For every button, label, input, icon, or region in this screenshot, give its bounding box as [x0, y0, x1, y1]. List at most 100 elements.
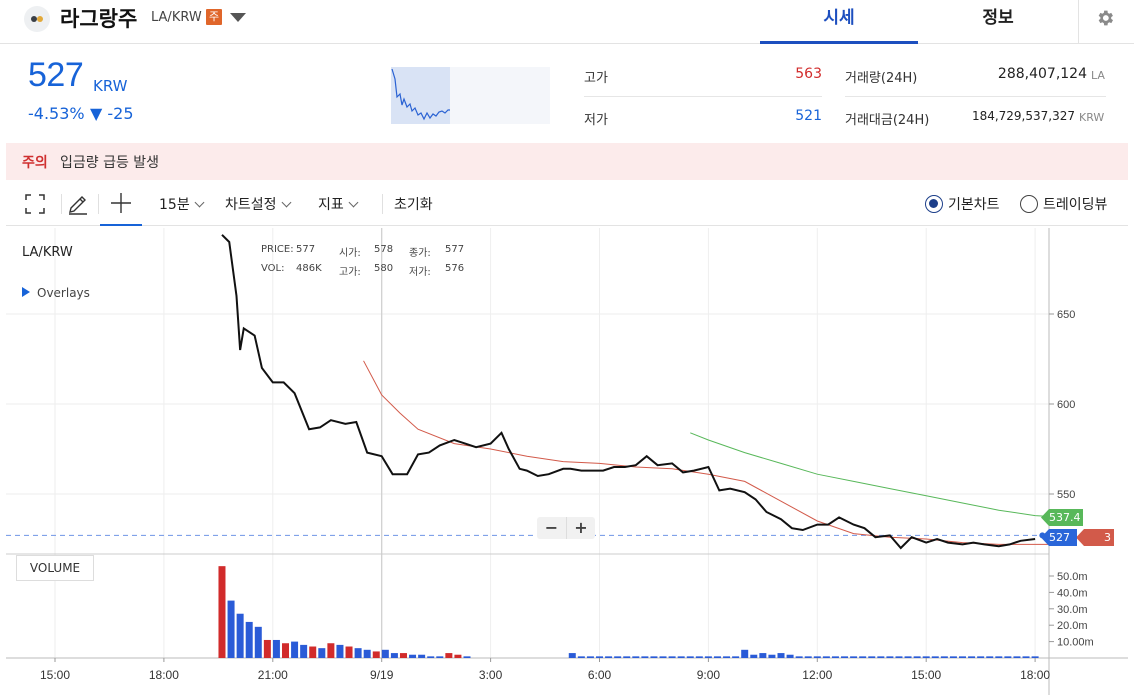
volume-bar	[959, 656, 966, 658]
volume-bar	[291, 641, 299, 658]
high-value: 563	[795, 66, 822, 82]
ohlc-open: 578	[374, 244, 394, 255]
volume-bar	[859, 656, 867, 658]
volume-bar	[777, 653, 785, 658]
ohlc-vol: 486K	[296, 263, 322, 274]
ohlc-close: 577	[445, 244, 465, 255]
ohlc-low-label: 저가:	[409, 267, 431, 278]
volume-bar	[236, 613, 244, 658]
volume-bar	[768, 654, 776, 658]
volume-bar	[913, 656, 921, 658]
volume-bar	[795, 656, 803, 658]
time-tick-label: 9:00	[697, 668, 721, 682]
price-line	[221, 234, 1036, 550]
price-chart[interactable]: 650 600 550 50.0m 40.0m 30.0m 20.0m 10.00m 15:00…	[6, 228, 1128, 695]
ma-green-price-tag: 537.4	[1041, 509, 1083, 526]
volume-bar	[427, 656, 435, 658]
time-tick-label: 9/19	[370, 668, 394, 682]
change-percent: -4.53%	[28, 104, 85, 123]
basic-chart-radio[interactable]	[925, 195, 943, 213]
trading-view-radio[interactable]	[1020, 195, 1038, 213]
toolbar-divider	[382, 194, 383, 214]
volume-bar	[704, 656, 712, 658]
volume-bar	[822, 656, 830, 658]
tab-info[interactable]: 정보	[982, 8, 1014, 28]
price-tick-label: 550	[1057, 489, 1075, 501]
volume-bar	[813, 656, 821, 658]
price-tick-label: 650	[1057, 309, 1075, 321]
change-amount: ▼ -25	[90, 104, 134, 123]
ohlc-high-label: 고가:	[339, 267, 361, 278]
interval-select[interactable]: 15분	[159, 194, 205, 214]
chart-settings-menu[interactable]: 차트설정	[225, 194, 291, 214]
volume-bar	[454, 654, 462, 658]
volume-bar	[568, 653, 576, 658]
current-price: 527	[28, 56, 84, 94]
volume-bar	[436, 656, 444, 658]
volume-bar	[750, 654, 758, 658]
basic-chart-label[interactable]: 기본차트	[948, 197, 1000, 213]
time-tick-label: 18:00	[149, 668, 179, 682]
interval-label: 15분	[159, 197, 190, 213]
tab-market[interactable]: 시세	[760, 0, 918, 44]
chart-pair-label: LA/KRW	[22, 245, 73, 260]
volume-bar	[632, 656, 640, 658]
zoom-in-button[interactable]: +	[566, 517, 595, 539]
volume-bar	[318, 648, 326, 658]
volume-bar	[614, 656, 622, 658]
volume-bar	[399, 653, 407, 658]
volume-bar	[345, 646, 353, 658]
volume-bar	[995, 656, 1003, 658]
low-label: 저가	[584, 113, 608, 128]
settings-button[interactable]	[1078, 0, 1134, 44]
warning-badge: 주	[206, 9, 222, 25]
volume-24h-value: 288,407,124	[997, 66, 1087, 82]
volume-bar	[686, 656, 694, 658]
pencil-icon[interactable]	[66, 192, 90, 216]
chart-toolbar: 15분 차트설정 지표 초기화 기본차트 트레이딩뷰	[6, 182, 1128, 226]
volume-bar	[245, 621, 253, 658]
volume-bar	[390, 653, 398, 658]
volume-tick-label: 30.0m	[1057, 604, 1088, 616]
trading-view-label[interactable]: 트레이딩뷰	[1043, 197, 1108, 213]
time-tick-label: 12:00	[802, 668, 832, 682]
volume-bar	[977, 656, 985, 658]
fullscreen-icon[interactable]	[23, 192, 47, 216]
volume-bar	[949, 656, 957, 658]
volume-bar	[886, 656, 894, 658]
time-tick-label: 18:00	[1020, 668, 1050, 682]
crosshair-icon	[111, 193, 131, 213]
stat-divider	[584, 96, 822, 97]
overlays-label: Overlays	[37, 286, 90, 300]
ohlc-low: 576	[445, 263, 465, 274]
last-price-tag: 527	[1041, 529, 1077, 546]
volume-bar	[868, 656, 876, 658]
reset-button[interactable]: 초기화	[394, 197, 433, 213]
time-tick-label: 15:00	[40, 668, 70, 682]
crosshair-tool[interactable]	[100, 182, 142, 226]
indicators-label: 지표	[318, 197, 344, 213]
volume-bar	[723, 656, 731, 658]
price-unit: KRW	[93, 77, 128, 95]
volume-bar	[659, 656, 667, 658]
high-label: 고가	[584, 71, 608, 86]
ohlc-high: 580	[374, 263, 394, 274]
chart-canvas[interactable]: 650 600 550 50.0m 40.0m 30.0m 20.0m 10.00m 15:00…	[6, 228, 1128, 695]
time-tick-label: 15:00	[911, 668, 941, 682]
overlays-toggle[interactable]: Overlays	[22, 286, 90, 300]
volume-bar	[677, 656, 685, 658]
volume-bar	[850, 656, 858, 658]
chevron-down-icon[interactable]	[230, 13, 246, 22]
volume-bar	[695, 656, 703, 658]
volume-tick-label: 50.0m	[1057, 571, 1088, 583]
volume-bar	[327, 643, 335, 658]
volume-bar	[372, 651, 380, 658]
indicators-menu[interactable]: 지표	[318, 194, 359, 214]
volume-bar	[841, 656, 849, 658]
volume-bar	[586, 656, 594, 658]
volume-bar	[786, 654, 794, 658]
volume-bar	[877, 656, 885, 658]
turnover-24h-unit: KRW	[1079, 111, 1105, 124]
zoom-out-button[interactable]: −	[544, 518, 559, 537]
volume-bar	[254, 626, 262, 658]
